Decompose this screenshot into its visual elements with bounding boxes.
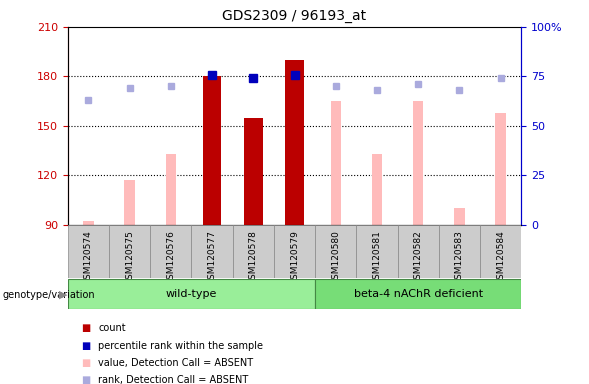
- Bar: [109, 225, 150, 278]
- Text: ■: ■: [81, 375, 90, 384]
- Bar: [480, 225, 521, 278]
- Text: GSM120576: GSM120576: [166, 230, 176, 285]
- Text: beta-4 nAChR deficient: beta-4 nAChR deficient: [353, 289, 483, 299]
- Text: genotype/variation: genotype/variation: [3, 290, 95, 300]
- Text: ▶: ▶: [59, 290, 68, 300]
- Bar: [315, 279, 521, 308]
- Text: value, Detection Call = ABSENT: value, Detection Call = ABSENT: [98, 358, 253, 368]
- Bar: [124, 180, 135, 225]
- Text: count: count: [98, 323, 126, 333]
- Bar: [248, 118, 259, 225]
- Bar: [330, 101, 341, 225]
- Bar: [150, 225, 191, 278]
- Bar: [203, 76, 221, 225]
- Bar: [372, 154, 382, 225]
- Bar: [356, 225, 398, 278]
- Text: GSM120575: GSM120575: [125, 230, 134, 285]
- Text: wild-type: wild-type: [166, 289, 217, 299]
- Text: percentile rank within the sample: percentile rank within the sample: [98, 341, 263, 351]
- Bar: [439, 225, 480, 278]
- Bar: [315, 225, 356, 278]
- Bar: [454, 208, 465, 225]
- Text: GSM120582: GSM120582: [413, 230, 423, 285]
- Bar: [83, 221, 94, 225]
- Text: GSM120583: GSM120583: [455, 230, 464, 285]
- Text: ■: ■: [81, 341, 90, 351]
- Bar: [495, 113, 506, 225]
- Bar: [274, 225, 315, 278]
- Bar: [398, 225, 439, 278]
- Text: GSM120579: GSM120579: [290, 230, 299, 285]
- Bar: [413, 101, 423, 225]
- Text: GSM120578: GSM120578: [249, 230, 258, 285]
- Bar: [68, 225, 109, 278]
- Text: GSM120581: GSM120581: [372, 230, 382, 285]
- Text: ■: ■: [81, 358, 90, 368]
- Bar: [285, 60, 304, 225]
- Title: GDS2309 / 96193_at: GDS2309 / 96193_at: [223, 9, 366, 23]
- Bar: [166, 154, 176, 225]
- Bar: [207, 76, 217, 225]
- Text: GSM120574: GSM120574: [84, 230, 93, 285]
- Text: ■: ■: [81, 323, 90, 333]
- Bar: [289, 60, 300, 225]
- Text: rank, Detection Call = ABSENT: rank, Detection Call = ABSENT: [98, 375, 249, 384]
- Bar: [244, 118, 263, 225]
- Text: GSM120584: GSM120584: [496, 230, 505, 285]
- Bar: [191, 225, 233, 278]
- Text: GSM120577: GSM120577: [207, 230, 217, 285]
- Bar: [68, 279, 315, 308]
- Text: GSM120580: GSM120580: [331, 230, 340, 285]
- Bar: [233, 225, 274, 278]
